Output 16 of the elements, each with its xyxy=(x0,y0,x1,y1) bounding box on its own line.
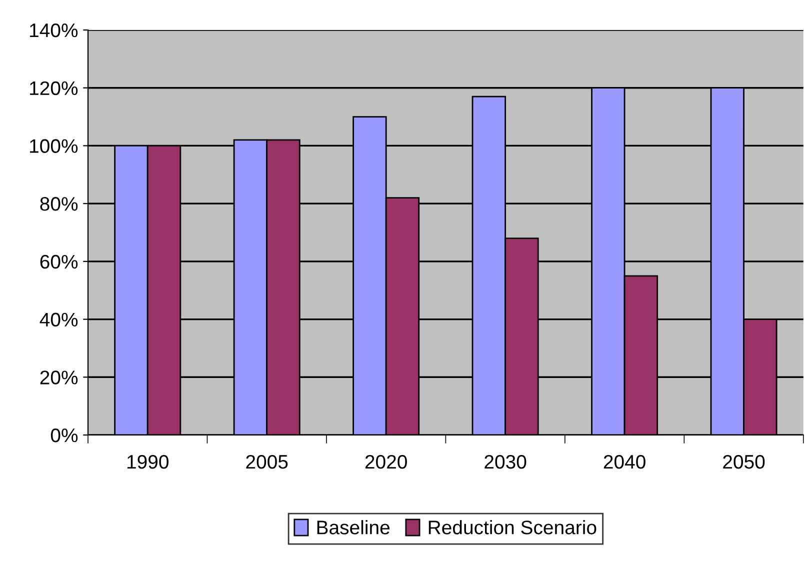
x-tick-label: 1990 xyxy=(127,454,168,469)
x-tick-label: 2030 xyxy=(484,454,526,469)
x-tick-label: 2020 xyxy=(365,454,407,469)
y-tick-label: 80% xyxy=(40,197,78,211)
y-tick-label: 140% xyxy=(30,23,78,38)
x-tick-label: 2005 xyxy=(246,454,288,469)
y-tick-label: 40% xyxy=(40,312,78,327)
y-tick-label: 100% xyxy=(30,139,78,153)
x-tick-label: 2040 xyxy=(604,454,646,469)
legend-label: Reduction Scenario xyxy=(428,520,596,534)
legend-label: Baseline xyxy=(317,520,390,534)
y-tick-label: 0% xyxy=(50,428,78,442)
y-tick-label: 20% xyxy=(40,370,78,384)
x-tick-label: 2050 xyxy=(723,454,765,469)
y-tick-label: 60% xyxy=(40,254,78,269)
y-tick-label: 120% xyxy=(30,81,78,96)
